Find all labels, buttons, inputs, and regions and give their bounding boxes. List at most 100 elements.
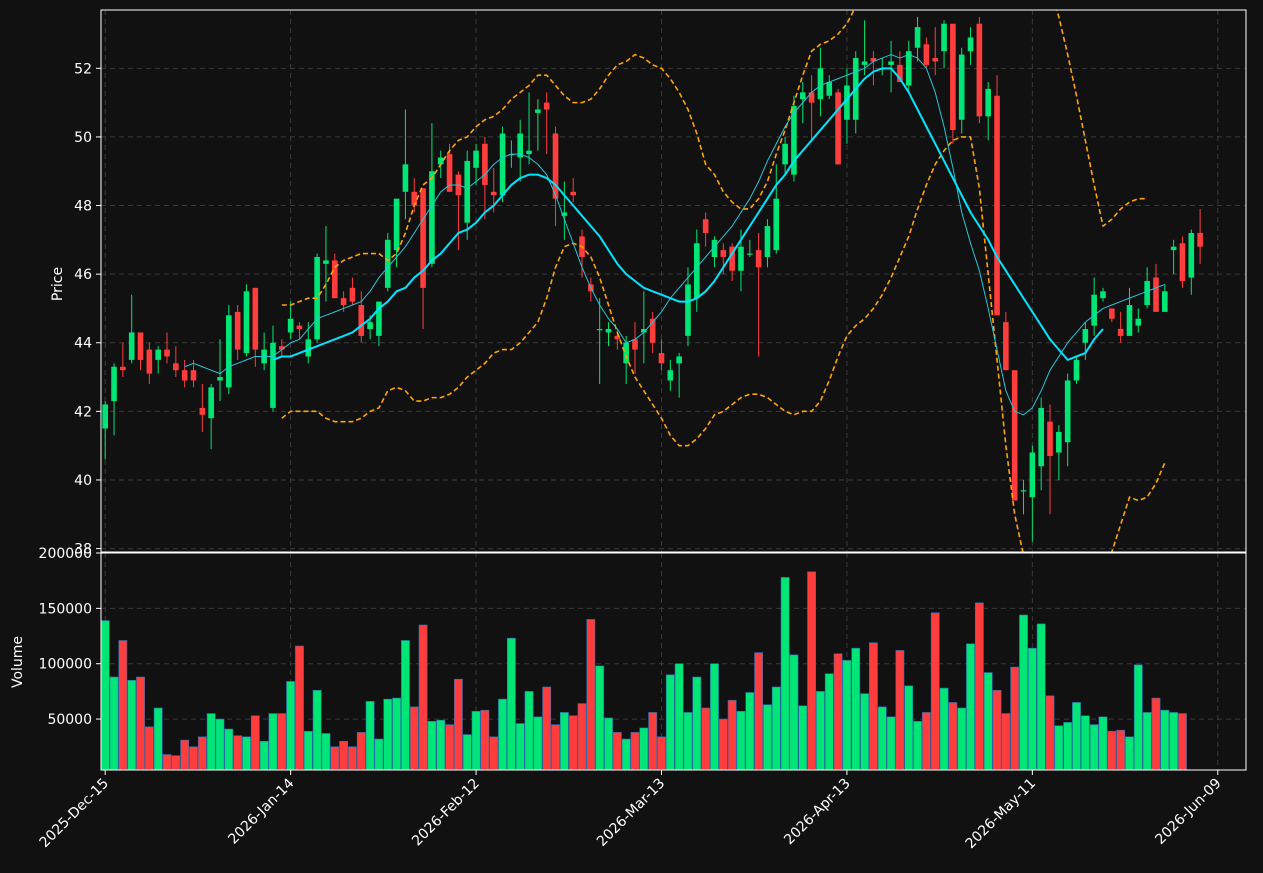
volume-bar xyxy=(1089,724,1099,770)
volume-bar xyxy=(524,691,534,770)
volume-axis-label: Volume xyxy=(10,636,26,688)
candle-body xyxy=(1126,305,1133,336)
volume-bar xyxy=(974,602,984,770)
candle-body xyxy=(844,85,850,120)
volume-bar xyxy=(921,712,931,770)
volume-bar xyxy=(1107,730,1117,770)
volume-bar xyxy=(824,673,834,770)
volume-bar xyxy=(930,612,940,770)
candle-body xyxy=(632,339,638,350)
candle-body xyxy=(429,171,435,264)
bollinger-upper-line xyxy=(281,10,1148,306)
volume-bar xyxy=(250,715,260,770)
volume-bar xyxy=(462,734,472,770)
candle-body xyxy=(738,246,744,271)
candle-body xyxy=(1011,370,1018,501)
volume-bar xyxy=(771,686,781,770)
candle-body xyxy=(994,95,1000,316)
volume-bar xyxy=(101,620,110,770)
volume-bar xyxy=(127,680,137,770)
volume-bar xyxy=(427,720,437,770)
candle-body xyxy=(1179,243,1186,281)
candle-body xyxy=(694,243,700,299)
candle-body xyxy=(1047,421,1053,456)
candle-body xyxy=(1038,407,1044,467)
volume-bar xyxy=(392,697,401,770)
price-panel xyxy=(102,10,1203,552)
volume-bar xyxy=(763,704,772,770)
volume-bar xyxy=(153,707,163,770)
candle-body xyxy=(808,92,815,103)
candle-body xyxy=(782,143,788,165)
volume-bar xyxy=(197,736,207,770)
volume-bar xyxy=(816,691,825,770)
volume-bar xyxy=(966,643,975,770)
candle-body xyxy=(155,349,161,360)
candle-body xyxy=(1144,281,1150,306)
volume-bar xyxy=(1080,715,1090,770)
volume-bar xyxy=(718,718,728,770)
candle-body xyxy=(384,239,391,288)
volume-bar xyxy=(295,645,304,770)
volume-bar xyxy=(595,665,605,770)
volume-tick-label: 150000 xyxy=(39,601,92,617)
candle-body xyxy=(561,212,568,216)
candle-body xyxy=(358,305,365,336)
candle-body xyxy=(490,191,497,196)
candle-body xyxy=(861,61,868,65)
candle-body xyxy=(826,82,833,96)
candle-body xyxy=(517,133,524,158)
volume-bar xyxy=(948,702,958,770)
volume-bar xyxy=(383,698,393,770)
candle-body xyxy=(226,315,232,388)
candle-body xyxy=(323,260,329,264)
candle-body xyxy=(1153,277,1159,312)
candle-body xyxy=(420,188,426,288)
volume-bar xyxy=(674,663,684,770)
candle-body xyxy=(367,322,373,330)
candle-body xyxy=(958,54,965,120)
sma-slow-line xyxy=(272,67,1104,361)
candle-body xyxy=(773,198,780,251)
candle-body xyxy=(729,246,735,271)
volume-bar xyxy=(877,706,887,770)
volume-bar xyxy=(480,709,490,770)
candle-body xyxy=(464,160,471,223)
candle-body xyxy=(411,191,418,206)
candle-body xyxy=(252,287,259,350)
volume-bar xyxy=(780,577,790,770)
volume-bar xyxy=(1010,666,1020,770)
candle-body xyxy=(1162,291,1168,312)
candle-body xyxy=(349,287,356,302)
volume-bar xyxy=(736,711,746,770)
candle-body xyxy=(746,253,753,255)
candle-body xyxy=(164,349,170,357)
candle-body xyxy=(1091,294,1097,326)
bollinger-lower-line xyxy=(281,136,1166,552)
volume-bar xyxy=(144,726,154,770)
price-tick-label: 44 xyxy=(74,336,92,352)
volume-bar xyxy=(639,727,649,770)
volume-bar xyxy=(436,719,446,770)
candle-body xyxy=(605,329,612,333)
candle-body xyxy=(1029,452,1036,498)
volume-bar xyxy=(1151,697,1161,770)
candle-body xyxy=(199,407,206,415)
volume-bar xyxy=(206,713,216,770)
candle-body xyxy=(764,226,771,257)
volume-bar xyxy=(648,712,658,770)
candle-body xyxy=(482,143,488,185)
candle-body xyxy=(1170,246,1177,251)
candle-body xyxy=(799,92,806,100)
volume-bar xyxy=(259,740,269,770)
candle-body xyxy=(102,404,108,429)
volume-bar xyxy=(489,736,499,770)
candle-body xyxy=(1117,329,1124,336)
candle-body xyxy=(499,133,506,196)
volume-bar xyxy=(833,653,843,770)
volume-bar xyxy=(807,571,816,770)
candle-body xyxy=(208,387,214,419)
volume-bar xyxy=(842,660,852,770)
volume-bar xyxy=(321,733,331,770)
candle-body xyxy=(649,318,656,343)
